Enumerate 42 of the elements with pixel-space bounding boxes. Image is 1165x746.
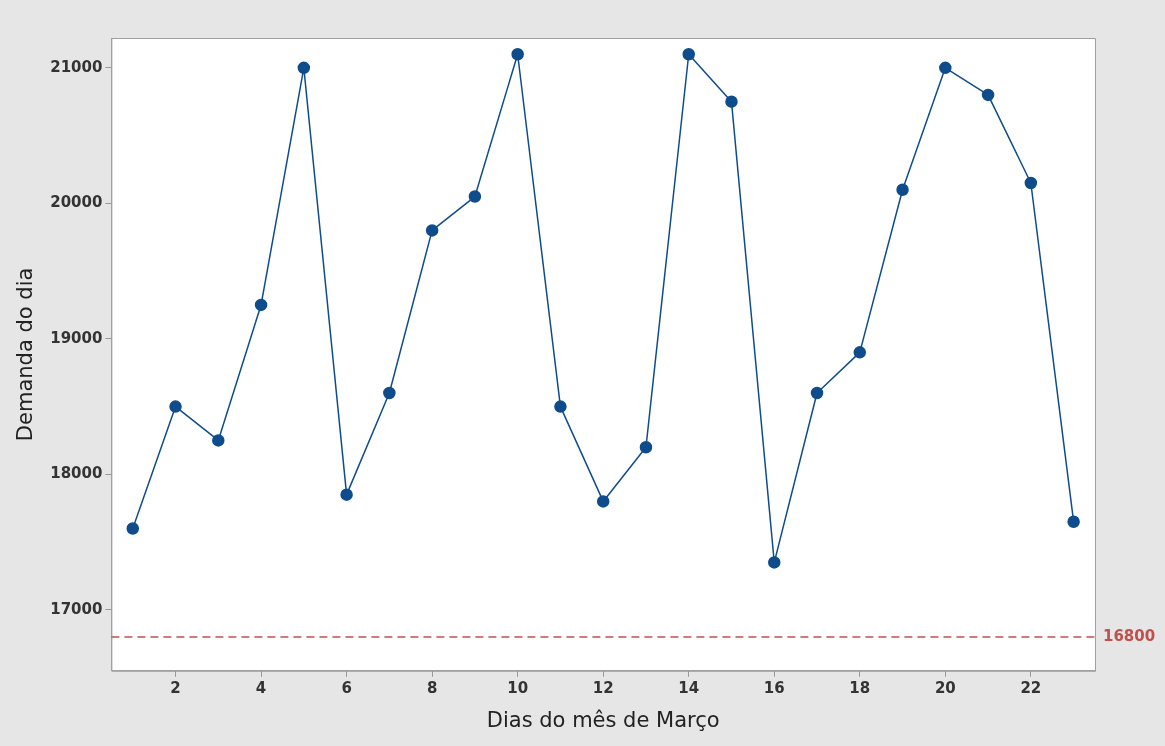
x-tick-label: 14 (678, 678, 700, 697)
x-tick-label: 8 (426, 678, 438, 697)
x-axis-title: Dias do mês de Março (486, 707, 720, 732)
x-tick-label: 12 (592, 678, 614, 697)
point (383, 386, 396, 400)
x-tick-label: 16 (763, 678, 785, 697)
y-axis-title: Demanda do dia (13, 267, 38, 442)
point (297, 61, 311, 75)
point (468, 190, 482, 203)
x-tick-label: 2 (170, 678, 181, 697)
y-tick-label: 17000 (50, 599, 103, 618)
point (511, 48, 524, 61)
y-tick-label: 20000 (50, 193, 103, 212)
point (810, 386, 824, 400)
x-tick-label: 4 (255, 678, 267, 697)
point (254, 298, 268, 312)
point (896, 183, 909, 197)
point (554, 400, 567, 413)
point (768, 556, 781, 569)
y-tick-label: 18000 (50, 464, 103, 483)
x-tick-label: 22 (1020, 678, 1042, 697)
point (596, 495, 610, 508)
point (212, 434, 225, 447)
point (939, 61, 952, 75)
point (682, 48, 695, 61)
x-tick-label: 10 (507, 678, 529, 697)
point (725, 95, 738, 108)
point (340, 488, 353, 501)
point (981, 88, 995, 102)
x-tick-label: 18 (849, 678, 871, 697)
x-tick-label: 6 (341, 678, 352, 697)
point (425, 224, 439, 237)
point (853, 346, 867, 359)
point (126, 522, 140, 535)
y-tick-label: 21000 (50, 57, 103, 76)
x-tick-label: 20 (934, 678, 956, 697)
y-tick-label: 19000 (50, 328, 103, 347)
point (639, 440, 653, 454)
ref-line-label: 16800 (1103, 626, 1156, 645)
point (1024, 176, 1038, 190)
point (1067, 515, 1080, 528)
point (169, 400, 182, 413)
